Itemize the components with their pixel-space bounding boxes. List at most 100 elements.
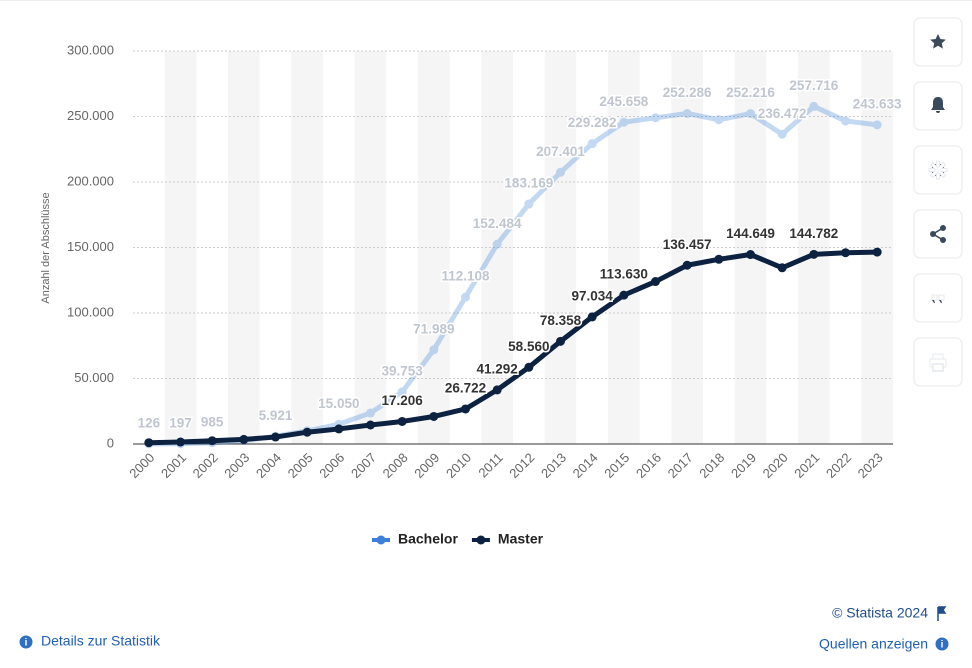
notification-button[interactable] (913, 81, 963, 131)
data-point (144, 438, 154, 448)
data-point (492, 385, 502, 395)
y-tick-label: 200.000 (67, 173, 114, 188)
y-tick-label: 0 (107, 435, 114, 450)
data-point (619, 117, 629, 127)
legend-item[interactable]: Master (471, 531, 544, 547)
x-tick-label: 2012 (506, 450, 537, 481)
data-label: 257.716 (789, 78, 838, 93)
data-label: 71.989 (413, 321, 454, 336)
x-tick-label: 2010 (443, 450, 474, 481)
x-tick-label: 2008 (380, 450, 411, 481)
data-point (524, 362, 534, 372)
data-label: 58.560 (508, 339, 549, 354)
y-axis-title: Anzahl der Abschlüsse (40, 192, 52, 303)
data-point (302, 427, 312, 437)
data-point (872, 120, 882, 130)
data-point (746, 250, 755, 260)
data-point (461, 404, 470, 414)
data-point (366, 408, 375, 418)
data-point (239, 434, 249, 444)
data-point (619, 290, 629, 300)
data-point (271, 432, 280, 442)
y-tick-label: 50.000 (74, 370, 114, 385)
x-tick-label: 2022 (823, 450, 854, 481)
data-label: 245.658 (599, 94, 648, 109)
data-label: 39.753 (382, 363, 424, 378)
data-label: 152.484 (473, 216, 522, 231)
x-tick-label: 2003 (221, 450, 252, 481)
x-tick-label: 2021 (791, 450, 822, 481)
cite-button[interactable] (913, 273, 963, 323)
info-glyph: i (25, 638, 28, 649)
series (144, 247, 882, 448)
data-label: 126 (138, 415, 161, 430)
data-label: 78.358 (540, 313, 582, 328)
legend-swatch (376, 535, 386, 545)
y-tick-label: 250.000 (67, 108, 114, 123)
x-tick-label: 2002 (190, 450, 221, 481)
data-point (556, 167, 565, 177)
data-point (841, 116, 850, 126)
info-glyph: i (941, 640, 944, 651)
data-label: 252.216 (726, 85, 775, 100)
data-label: 985 (201, 414, 224, 429)
series-line (148, 249, 878, 446)
data-point (524, 199, 534, 209)
data-point (429, 411, 439, 421)
settings-button[interactable] (913, 145, 963, 195)
x-tick-label: 2004 (253, 450, 284, 481)
y-tick-label: 150.000 (67, 239, 114, 254)
details-link[interactable]: Details zur Statistik (41, 633, 161, 649)
legend-label: Bachelor (398, 531, 458, 547)
data-point (746, 109, 755, 119)
data-point (334, 424, 344, 434)
data-point (714, 115, 724, 125)
data-label: 5.921 (259, 408, 293, 423)
legend-swatch (476, 535, 486, 545)
x-tick-label: 2006 (316, 450, 347, 481)
data-point (492, 239, 502, 249)
x-tick-label: 2001 (158, 450, 189, 481)
legend-item[interactable]: Bachelor (372, 531, 458, 547)
sources-link[interactable]: Quellen anzeigen (819, 636, 928, 652)
info-icon (935, 637, 949, 651)
data-point (397, 416, 407, 426)
x-tick-label: 2000 (126, 450, 157, 481)
data-point (682, 260, 692, 270)
data-point (461, 292, 470, 302)
data-label: 197 (169, 415, 192, 430)
share-button[interactable] (913, 209, 963, 259)
data-point (651, 113, 660, 123)
data-point (777, 129, 787, 139)
data-label: 252.286 (663, 85, 712, 100)
data-label: 15.050 (318, 396, 359, 411)
x-tick-label: 2015 (601, 450, 632, 481)
x-tick-label: 2013 (538, 450, 569, 481)
data-label: 243.633 (853, 96, 902, 111)
data-label: 183.169 (504, 176, 553, 191)
x-tick-label: 2023 (855, 450, 886, 481)
data-label: 113.630 (600, 267, 648, 282)
print-button[interactable] (913, 337, 963, 387)
copyright[interactable]: © Statista 2024 (832, 605, 928, 621)
data-label: 136.457 (663, 237, 712, 252)
legend-label: Master (498, 531, 544, 547)
data-point (682, 109, 692, 119)
x-tick-label: 2016 (633, 450, 664, 481)
data-point (556, 336, 565, 346)
data-point (841, 248, 850, 258)
data-label: 97.034 (572, 288, 614, 303)
data-label: 236.472 (758, 106, 807, 121)
data-label: 144.782 (789, 226, 838, 241)
x-tick-label: 2020 (760, 450, 791, 481)
data-point (651, 277, 660, 287)
data-point (366, 420, 375, 430)
x-tick-label: 2018 (696, 450, 727, 481)
data-label: 112.108 (441, 269, 490, 284)
data-point (809, 101, 819, 111)
data-label: 26.722 (445, 381, 486, 396)
flag-icon (937, 606, 947, 621)
favorite-button[interactable] (913, 17, 963, 67)
data-label: 41.292 (477, 361, 518, 376)
x-tick-label: 2005 (285, 450, 316, 481)
